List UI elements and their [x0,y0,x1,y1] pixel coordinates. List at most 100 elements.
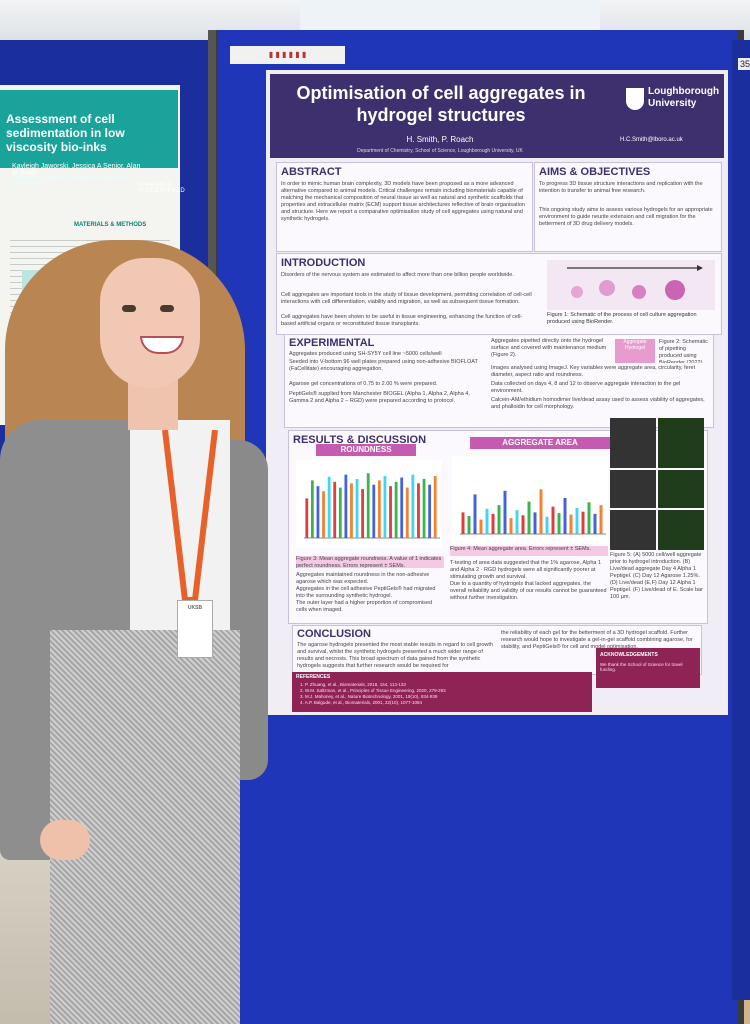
chart-bar [394,481,398,538]
university-crest-icon [626,88,644,110]
chart-bar [527,501,531,534]
board-number: 35 [738,58,750,70]
conclusion-text: The agarose hydrogels presented the most… [297,642,493,669]
micrograph-f [658,510,704,550]
person-eye-left [122,305,136,312]
figure-3-caption: Figure 3: Mean aggregate roundness. A va… [296,556,444,568]
results-heading: RESULTS & DISCUSSION [293,434,427,446]
chart-bar [563,498,567,534]
roundness-chart-svg [304,473,440,539]
chart-bar [545,516,549,534]
chart-bar [581,511,585,534]
figure-2-diagram: Aggregate Hydrogel [615,339,655,363]
abstract-text: In order to mimic human brain complexity… [281,181,525,222]
chart-bar [593,513,597,534]
figure-2-caption: Figure 2: Schematic of pipetting produce… [659,339,708,363]
reference-item: 2. W.M. Saltzman, et al., Principles of … [300,688,446,693]
aggregate-area-chart [452,456,608,544]
right-poster-board [732,40,750,1000]
introduction-section: INTRODUCTION Disorders of the nervous sy… [276,253,722,335]
chart-bar [383,476,387,538]
reference-item: 4. A.P. Balgude, et al., Biomaterials, 2… [300,700,422,705]
chart-bar [433,476,437,538]
introduction-heading: INTRODUCTION [281,257,366,269]
results-bullet: Aggregates in the cell adhesive PeptiGel… [296,586,436,599]
chart-bar [509,518,513,534]
board-tag-strip: ▮ ▮ ▮ ▮ ▮ ▮ [230,46,345,64]
chart-bar [350,483,353,538]
left-poster-title: Assessment of cell sedimentation in low … [6,112,125,154]
person-face [100,258,200,388]
badge-text: UKSB [187,605,203,611]
aims-heading: AIMS & OBJECTIVES [539,166,651,178]
acknowledgements-heading: ACKNOWLEDGEMENTS [600,652,658,658]
chart-bar [503,490,507,534]
chart2-label: AGGREGATE AREA [470,437,610,449]
chart-bar [400,477,404,538]
exp-bullet: Seeded into V-bottom 96 well plates prep… [289,359,478,372]
chart-bar [422,478,426,538]
conclusion-text-right: the reliability of each gel for the bett… [501,630,693,650]
person-hand [40,820,90,860]
chart-bar [587,502,591,534]
chart-bar [405,487,409,538]
left-poster-affiliation: Department of Pharmacy, University of Hu… [12,175,129,187]
exp-bullet: Aggregates produced using SH-SY5Y cell l… [289,351,442,357]
chart-bar [377,480,381,538]
results-bullet: Aggregates maintained roundness in the n… [296,572,430,585]
chart-bar [569,514,573,534]
person-eye-right [160,305,174,312]
chart-bar [473,494,477,534]
left-poster-methods-heading: MATERIALS & METHODS [74,222,147,228]
chart-bar [515,510,519,534]
references-box: REFERENCES 1. P. Zhuang, et al., Biomate… [292,672,592,712]
reference-item: 1. P. Zhuang, et al., Biomaterials, 2018… [300,682,406,687]
micrograph-d [658,470,704,508]
chart-bar [389,486,392,538]
aims-text-1: To progress 3D tissue structure interact… [539,181,703,194]
chart-bar [344,474,348,538]
experimental-heading: EXPERIMENTAL [289,337,375,349]
chart-bar [338,487,342,538]
exp-right-bullet: Calcein-AM/ethidium homodimer live/dead … [491,397,705,410]
abstract-heading: ABSTRACT [281,166,342,178]
chart-bar [428,484,432,538]
chart-bar [322,491,325,538]
conclusion-heading: CONCLUSION [297,628,371,640]
micrograph-b [658,418,704,468]
micrograph-e [610,510,656,550]
chart-bar [479,519,483,534]
micrograph-a [610,418,656,468]
figure-1-schematic [547,260,715,310]
acknowledgements-text: We thank the School of Science for trave… [600,662,683,672]
chart-bar [417,483,420,538]
intro-bullet: Disorders of the nervous system are esti… [281,272,514,278]
chart-bar [575,508,579,534]
chart-bar [539,489,543,534]
left-poster-header [0,90,178,168]
exp-right-bullet: Aggregates pipetted directly onto the hy… [491,338,607,358]
exp-bullet: Agarose gel concentrations of 0.75 to 2.… [289,381,438,387]
figure-1-caption: Figure 1: Schematic of the process of ce… [547,312,697,325]
chart-bar [327,476,331,538]
chart-bar [557,513,561,534]
lanyard-icon [162,430,218,600]
chart-bar [467,516,471,534]
results-left-bullets: Aggregates maintained roundness in the n… [296,572,444,620]
chart-bar [333,481,337,538]
chart-bar [411,474,415,538]
left-poster-authors: Kayleigh Jaworski, Jessica A Senior, Ala… [12,163,141,177]
chart-bar [310,480,314,538]
poster-email: H.C.Smith@lboro.ac.uk [620,137,683,143]
exp-bullet: PeptiGels® supplied from Manchester BIOG… [289,391,470,404]
chart-bar [366,473,370,538]
chart1-label: ROUNDNESS [316,444,416,456]
poster-authors: H. Smith, P. Roach [406,135,474,144]
figure-4-caption: Figure 4: Mean aggregate area. Errors re… [450,546,608,556]
exp-right-bullet: Images analysed using ImageJ. Key variab… [491,365,696,378]
roundness-chart [296,460,442,548]
chart-bar [372,484,376,538]
chart-bar [599,505,603,534]
results-bullet: Due to a quantity of hydrogels that lack… [450,581,607,601]
abstract-section: ABSTRACT In order to mimic human brain c… [276,162,533,252]
